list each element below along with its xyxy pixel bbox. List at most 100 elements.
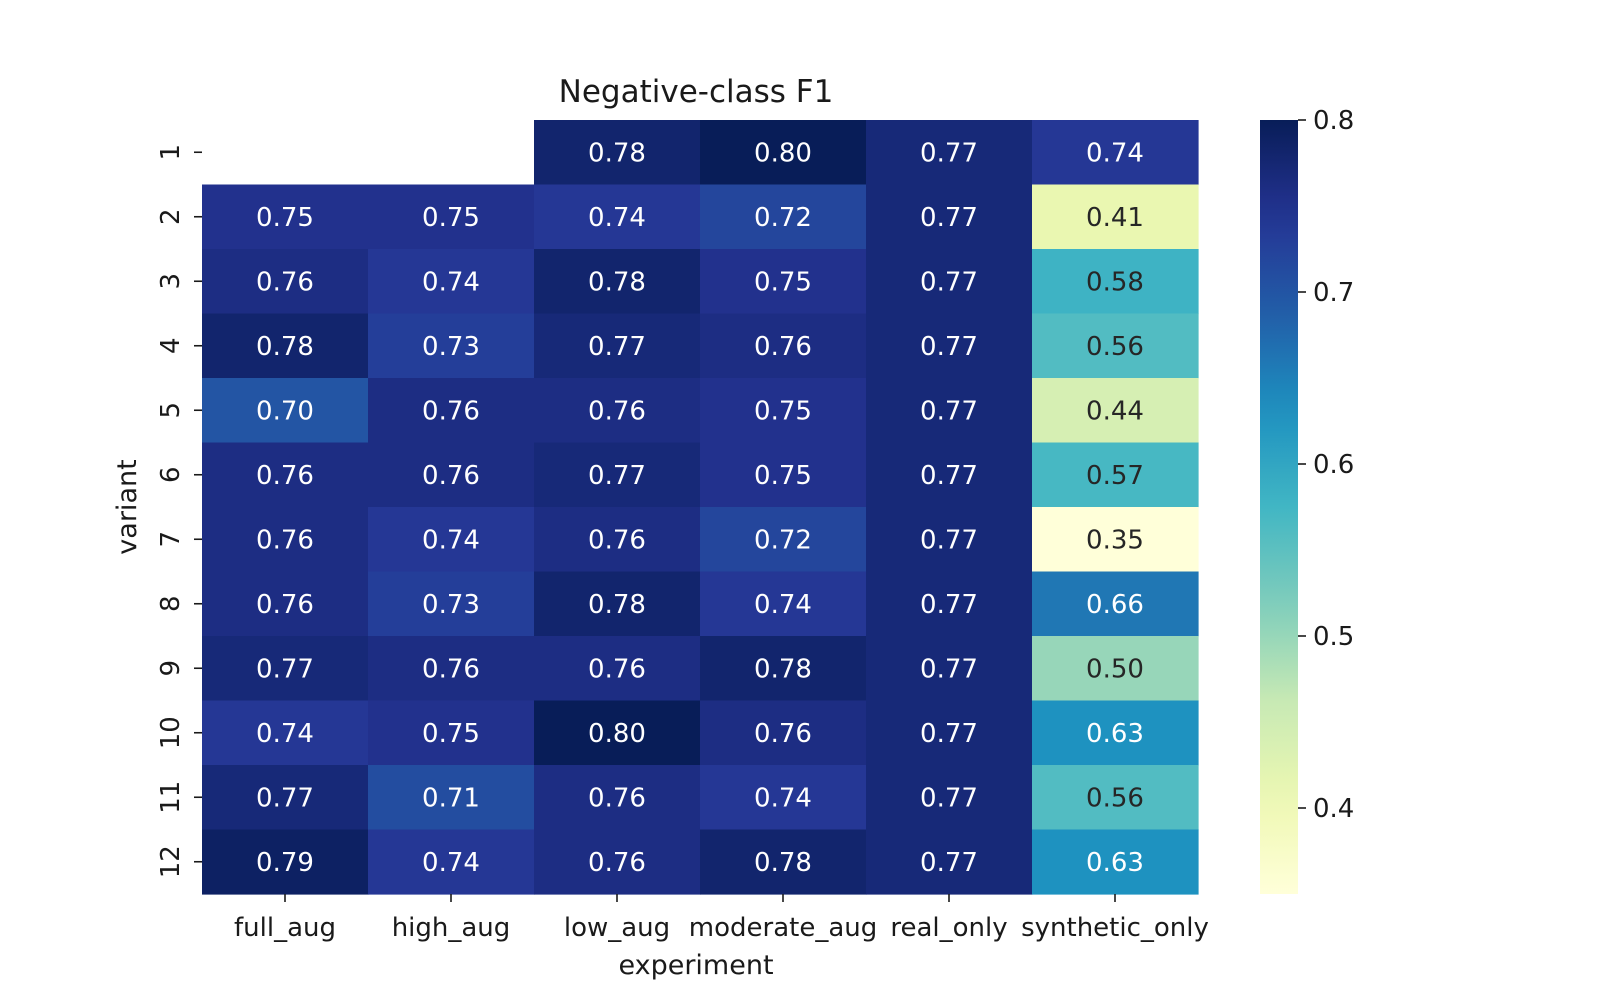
cell-value-label: 0.71 <box>422 783 480 813</box>
cell-value-label: 0.74 <box>588 203 646 233</box>
y-tick-label: 1 <box>156 144 186 161</box>
cell-value-label: 0.78 <box>588 590 646 620</box>
cell-value-label: 0.76 <box>256 267 314 297</box>
heatmap-cell <box>534 507 701 573</box>
heatmap-cell <box>1032 765 1199 831</box>
colorbar-tick-label: 0.5 <box>1313 622 1354 652</box>
heatmap-cell <box>700 120 867 186</box>
heatmap-cell <box>202 507 369 573</box>
x-tick-label: high_aug <box>392 913 511 943</box>
heatmap-cell <box>202 700 369 766</box>
x-tick-label: synthetic_only <box>1021 913 1209 943</box>
cell-value-label: 0.80 <box>588 719 646 749</box>
heatmap-cell <box>202 571 369 637</box>
cell-value-label: 0.50 <box>1086 654 1144 684</box>
x-tick-label: low_aug <box>564 913 670 943</box>
cell-value-label: 0.77 <box>920 590 978 620</box>
cell-value-label: 0.77 <box>920 396 978 426</box>
heatmap-cell <box>866 249 1033 315</box>
cell-value-label: 0.77 <box>920 654 978 684</box>
cell-value-label: 0.80 <box>754 138 812 168</box>
heatmap-cell <box>866 378 1033 444</box>
heatmap-cell <box>368 765 535 831</box>
heatmap-cell <box>1032 378 1199 444</box>
heatmap-cell <box>368 636 535 702</box>
heatmap-cell <box>700 636 867 702</box>
cell-value-label: 0.74 <box>1086 138 1144 168</box>
heatmap-cell <box>368 571 535 637</box>
cell-value-label: 0.75 <box>422 203 480 233</box>
cell-value-label: 0.41 <box>1086 203 1144 233</box>
cell-value-label: 0.74 <box>422 848 480 878</box>
heatmap-cell <box>202 249 369 315</box>
cell-value-label: 0.78 <box>588 267 646 297</box>
heatmap-cell <box>534 442 701 508</box>
heatmap-cell <box>1032 249 1199 315</box>
heatmap-cell <box>1032 120 1199 186</box>
y-axis-label: variant <box>112 459 143 554</box>
heatmap-cell <box>534 120 701 186</box>
heatmap-cell <box>368 378 535 444</box>
cell-value-label: 0.76 <box>256 461 314 491</box>
cell-value-label: 0.76 <box>588 848 646 878</box>
cell-value-label: 0.77 <box>256 654 314 684</box>
y-tick-label: 7 <box>156 531 186 548</box>
heatmap-cell <box>866 700 1033 766</box>
heatmap-cell <box>368 700 535 766</box>
x-tick-label: full_aug <box>234 913 336 943</box>
heatmap-cell <box>202 829 369 895</box>
cell-value-label: 0.77 <box>920 138 978 168</box>
y-tick-label: 11 <box>156 781 186 814</box>
x-tick-label: moderate_aug <box>689 913 877 943</box>
y-tick-label: 2 <box>156 208 186 225</box>
heatmap-cell <box>866 571 1033 637</box>
cell-value-label: 0.76 <box>256 525 314 555</box>
cell-value-label: 0.75 <box>754 396 812 426</box>
cell-value-label: 0.73 <box>422 332 480 362</box>
heatmap-cell <box>1032 571 1199 637</box>
heatmap-cell <box>700 829 867 895</box>
heatmap-cell <box>368 184 535 250</box>
heatmap-cell <box>202 442 369 508</box>
cell-value-label: 0.58 <box>1086 267 1144 297</box>
cell-value-label: 0.77 <box>920 848 978 878</box>
heatmap-cell <box>368 313 535 379</box>
heatmap-cell <box>1032 442 1199 508</box>
cell-value-label: 0.76 <box>422 461 480 491</box>
cell-value-label: 0.35 <box>1086 525 1144 555</box>
heatmap-cell <box>202 378 369 444</box>
heatmap-cell <box>202 313 369 379</box>
cell-value-label: 0.66 <box>1086 590 1144 620</box>
heatmap-cell <box>534 571 701 637</box>
heatmap-cell <box>700 442 867 508</box>
cell-value-label: 0.73 <box>422 590 480 620</box>
heatmap-cell <box>534 249 701 315</box>
heatmap-cell <box>202 765 369 831</box>
y-tick-label: 3 <box>156 273 186 290</box>
cell-value-label: 0.77 <box>588 332 646 362</box>
heatmap-cell <box>866 507 1033 573</box>
cell-value-label: 0.78 <box>588 138 646 168</box>
heatmap-cell <box>202 636 369 702</box>
heatmap-cell <box>866 184 1033 250</box>
cell-value-label: 0.77 <box>920 461 978 491</box>
cell-value-label: 0.63 <box>1086 719 1144 749</box>
heatmap-cell <box>866 636 1033 702</box>
cell-value-label: 0.76 <box>588 525 646 555</box>
y-tick-label: 4 <box>156 337 186 354</box>
heatmap-cell <box>368 442 535 508</box>
cell-value-label: 0.76 <box>256 590 314 620</box>
colorbar-gradient <box>1260 120 1298 894</box>
heatmap-cell <box>866 313 1033 379</box>
cell-value-label: 0.74 <box>256 719 314 749</box>
heatmap-cell <box>700 249 867 315</box>
heatmap-cell <box>534 636 701 702</box>
cell-value-label: 0.72 <box>754 525 812 555</box>
cell-value-label: 0.76 <box>588 654 646 684</box>
cell-value-label: 0.77 <box>256 783 314 813</box>
heatmap-cell <box>534 184 701 250</box>
cell-value-label: 0.77 <box>920 719 978 749</box>
heatmap-cell <box>700 313 867 379</box>
y-tick-label: 5 <box>156 402 186 419</box>
